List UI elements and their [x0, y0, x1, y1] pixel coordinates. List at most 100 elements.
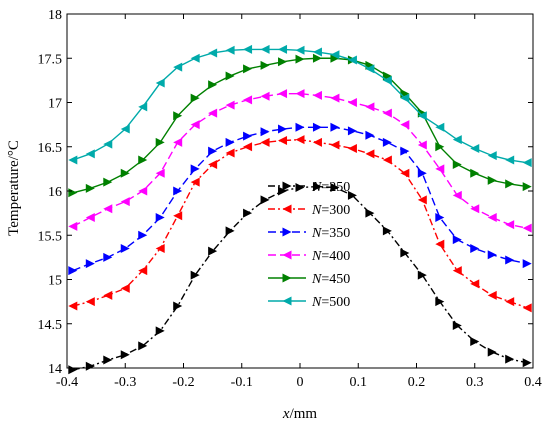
data-point-500-11	[260, 44, 270, 54]
data-point-350-7	[190, 164, 200, 174]
x-tick-label: -0.2	[172, 375, 194, 390]
data-point-350-5	[155, 213, 165, 223]
data-point-250-15	[330, 182, 340, 192]
data-point-250-7	[190, 270, 200, 280]
data-point-350-15	[330, 122, 340, 132]
y-axis-title: Temperature/°C	[6, 140, 22, 236]
data-point-500-1	[85, 149, 95, 159]
legend-marker-450	[282, 273, 292, 283]
data-point-400-2	[103, 204, 113, 214]
data-point-450-2	[103, 177, 113, 187]
data-point-250-10	[243, 208, 253, 218]
data-point-400-7	[190, 120, 200, 130]
data-point-350-26	[522, 259, 532, 269]
data-point-400-12	[278, 89, 288, 99]
data-point-500-21	[435, 122, 445, 132]
data-point-350-22	[452, 235, 462, 245]
data-point-300-20	[417, 195, 427, 205]
data-point-400-15	[330, 93, 340, 103]
data-point-400-22	[452, 190, 462, 200]
data-point-250-3	[120, 350, 130, 360]
legend-label-400: N=400	[311, 249, 350, 264]
x-tick-label: -0.1	[231, 375, 253, 390]
data-point-350-25	[505, 255, 515, 265]
data-point-350-10	[243, 131, 253, 141]
data-point-500-13	[295, 45, 305, 55]
data-point-400-6	[173, 137, 183, 147]
data-point-350-11	[260, 127, 270, 137]
data-point-250-23	[470, 336, 480, 346]
data-point-500-20	[417, 111, 427, 121]
y-tick-label: 17	[48, 97, 62, 112]
x-tick-label: -0.3	[114, 375, 136, 390]
data-point-400-20	[417, 140, 427, 150]
data-point-250-20	[417, 270, 427, 280]
x-tick-label: -0.4	[56, 375, 78, 390]
data-point-350-18	[382, 137, 392, 147]
data-point-300-5	[155, 244, 165, 254]
y-tick-label: 14	[48, 362, 62, 377]
data-point-500-19	[400, 93, 410, 103]
data-point-300-17	[365, 149, 375, 159]
data-point-400-14	[312, 90, 322, 100]
data-point-500-14	[312, 47, 322, 57]
data-point-350-13	[295, 122, 305, 132]
legend-marker-500	[282, 296, 292, 306]
data-point-300-19	[400, 168, 410, 178]
axes: -0.4 -0.3 -0.2 -0.1 0 0.1 0.2 0.3 0.4 14 14.5 15 15.…	[38, 8, 542, 390]
y-tick-label: 16	[48, 185, 62, 200]
data-point-300-6	[173, 211, 183, 221]
data-point-300-13	[295, 135, 305, 145]
data-point-500-10	[243, 44, 253, 54]
data-point-450-1	[85, 183, 95, 193]
data-point-250-5	[155, 326, 165, 336]
data-point-350-4	[138, 230, 148, 240]
x-axis-title: x/mm	[282, 406, 318, 422]
data-point-450-4	[138, 155, 148, 165]
data-point-300-3	[120, 283, 130, 293]
data-point-500-22	[452, 135, 462, 145]
data-point-300-16	[347, 144, 357, 154]
data-point-300-11	[260, 137, 270, 147]
data-point-300-8	[208, 159, 218, 169]
data-point-300-25	[505, 297, 515, 307]
data-point-500-16	[347, 55, 357, 65]
data-point-400-18	[382, 108, 392, 118]
data-point-400-8	[208, 108, 218, 118]
y-tick-label: 18	[48, 8, 62, 23]
data-point-400-26	[522, 223, 532, 233]
data-point-250-12	[278, 186, 288, 196]
data-point-450-21	[435, 142, 445, 152]
data-point-300-7	[190, 177, 200, 187]
data-point-350-1	[85, 259, 95, 269]
data-point-300-21	[435, 239, 445, 249]
data-point-500-5	[155, 78, 165, 88]
data-point-250-26	[522, 358, 532, 368]
data-point-400-11	[260, 91, 270, 101]
x-tick-label: 0.2	[408, 375, 426, 390]
data-point-400-24	[487, 213, 497, 223]
data-point-500-4	[138, 102, 148, 112]
data-point-400-5	[155, 168, 165, 178]
data-point-300-9	[225, 148, 235, 158]
legend-label-500: N=500	[311, 295, 350, 310]
data-point-300-22	[452, 266, 462, 276]
data-point-450-6	[173, 111, 183, 121]
data-point-250-24	[487, 347, 497, 357]
data-point-500-2	[103, 139, 113, 149]
data-point-500-18	[382, 75, 392, 85]
data-point-250-1	[85, 361, 95, 371]
data-point-350-19	[400, 146, 410, 156]
data-point-350-3	[120, 244, 130, 254]
data-point-300-14	[312, 137, 322, 147]
data-point-300-24	[487, 290, 497, 300]
y-tick-label: 16.5	[38, 141, 63, 156]
data-point-400-23	[470, 204, 480, 214]
data-point-500-0	[68, 155, 78, 165]
data-point-300-10	[243, 142, 253, 152]
data-point-450-5	[155, 137, 165, 147]
data-point-400-21	[435, 164, 445, 174]
data-point-500-3	[120, 124, 130, 134]
data-point-500-7	[190, 53, 200, 63]
